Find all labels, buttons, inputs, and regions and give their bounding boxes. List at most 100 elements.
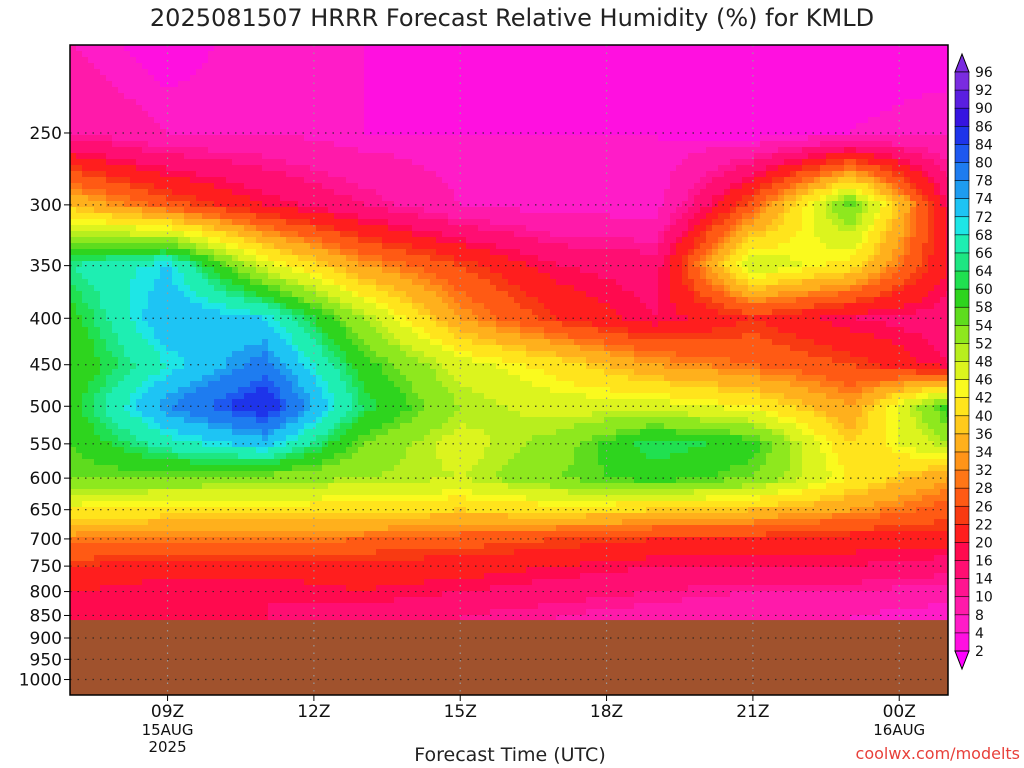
- colorbar-swatch: [954, 433, 970, 453]
- colorbar-label: 2: [975, 644, 984, 660]
- colorbar-max-arrow: [954, 52, 970, 73]
- colorbar-swatch: [954, 542, 970, 562]
- colorbar-swatch: [954, 505, 970, 525]
- y-tick-label: 950: [30, 650, 62, 670]
- colorbar: 2481014162022262832343640424648525458606…: [954, 52, 993, 671]
- colorbar-label: 68: [975, 228, 993, 244]
- colorbar-label: 14: [975, 572, 993, 588]
- x-tick-label: 15Z: [444, 702, 477, 722]
- colorbar-label: 10: [975, 590, 993, 606]
- colorbar-label: 60: [975, 282, 993, 298]
- colorbar-swatch: [954, 288, 970, 308]
- y-tick-label: 850: [30, 606, 62, 626]
- pressure-axis: 250 300 350 400 450 500 550 600 650 700 750 800 850 9…: [19, 124, 70, 691]
- colorbar-swatch: [954, 343, 970, 363]
- colorbar-swatch: [954, 469, 970, 489]
- colorbar-label: 78: [975, 174, 993, 190]
- below-ground-area: [70, 620, 948, 695]
- colorbar-label: 48: [975, 355, 993, 371]
- colorbar-swatch: [954, 614, 970, 634]
- colorbar-label: 74: [975, 192, 993, 208]
- colorbar-label: 28: [975, 481, 993, 497]
- x-tick-label: 21Z: [736, 702, 769, 722]
- colorbar-label: 16: [975, 554, 993, 570]
- colorbar-swatch: [954, 596, 970, 616]
- y-tick-label: 1000: [19, 671, 62, 691]
- y-tick-label: 750: [30, 557, 62, 577]
- colorbar-swatch: [954, 560, 970, 580]
- colorbar-label: 42: [975, 391, 993, 407]
- y-tick-label: 250: [30, 124, 62, 144]
- colorbar-label: 36: [975, 427, 993, 443]
- colorbar-label: 66: [975, 246, 993, 262]
- x-date-label: 16AUG: [873, 721, 925, 739]
- y-tick-label: 450: [30, 356, 62, 376]
- colorbar-label: 4: [975, 626, 984, 642]
- colorbar-label: 26: [975, 499, 993, 515]
- colorbar-label: 86: [975, 119, 993, 135]
- colorbar-swatch: [954, 578, 970, 598]
- colorbar-label: 32: [975, 463, 993, 479]
- colorbar-swatch: [954, 379, 970, 399]
- colorbar-swatch: [954, 216, 970, 236]
- colorbar-min-arrow: [954, 650, 970, 671]
- colorbar-swatch: [954, 234, 970, 254]
- x-date-label: 2025: [148, 738, 186, 756]
- y-tick-label: 600: [30, 469, 62, 489]
- colorbar-label: 52: [975, 336, 993, 352]
- colorbar-label: 84: [975, 137, 993, 153]
- rh-contour-field: [70, 45, 949, 621]
- colorbar-swatch: [954, 397, 970, 417]
- ground-fill: [70, 620, 948, 695]
- colorbar-label: 46: [975, 373, 993, 389]
- colorbar-label: 96: [975, 65, 993, 81]
- colorbar-swatch: [954, 415, 970, 435]
- x-tick-label: 18Z: [590, 702, 623, 722]
- colorbar-swatch: [954, 144, 970, 164]
- colorbar-swatch: [954, 198, 970, 218]
- colorbar-swatch: [954, 89, 970, 109]
- colorbar-swatch: [954, 487, 970, 507]
- colorbar-swatch: [954, 451, 970, 471]
- colorbar-swatch: [954, 524, 970, 544]
- colorbar-label: 80: [975, 155, 993, 171]
- colorbar-label: 40: [975, 409, 993, 425]
- colorbar-label: 58: [975, 300, 993, 316]
- colorbar-label: 22: [975, 517, 993, 533]
- colorbar-label: 92: [975, 83, 993, 99]
- colorbar-swatch: [954, 107, 970, 127]
- colorbar-swatch: [954, 270, 970, 290]
- colorbar-label: 20: [975, 535, 993, 551]
- colorbar-swatch: [954, 252, 970, 272]
- colorbar-swatch: [954, 180, 970, 200]
- colorbar-label: 34: [975, 445, 993, 461]
- x-date-label: 15AUG: [142, 721, 194, 739]
- colorbar-swatch: [954, 125, 970, 145]
- y-tick-label: 500: [30, 397, 62, 417]
- x-tick-label: 00Z: [883, 702, 916, 722]
- x-tick-label: 09Z: [151, 702, 184, 722]
- credit-text: coolwx.com/modelts: [855, 744, 1020, 763]
- y-tick-label: 650: [30, 501, 62, 521]
- x-tick-label: 12Z: [297, 702, 330, 722]
- y-tick-label: 300: [30, 196, 62, 216]
- plot-frame: [69, 44, 949, 696]
- chart-title: 2025081507 HRRR Forecast Relative Humidi…: [149, 4, 875, 32]
- colorbar-label: 8: [975, 608, 984, 624]
- y-tick-label: 550: [30, 435, 62, 455]
- colorbar-label: 54: [975, 318, 993, 334]
- y-tick-label: 800: [30, 583, 62, 603]
- y-tick-label: 350: [30, 257, 62, 277]
- colorbar-label: 72: [975, 210, 993, 226]
- y-tick-label: 400: [30, 309, 62, 329]
- y-tick-label: 700: [30, 530, 62, 550]
- colorbar-swatch: [954, 162, 970, 182]
- colorbar-swatch: [954, 71, 970, 91]
- colorbar-label: 90: [975, 101, 993, 117]
- plot-border: [69, 44, 949, 696]
- colorbar-swatch: [954, 361, 970, 381]
- x-axis-label: Forecast Time (UTC): [414, 744, 606, 766]
- colorbar-swatch: [954, 306, 970, 326]
